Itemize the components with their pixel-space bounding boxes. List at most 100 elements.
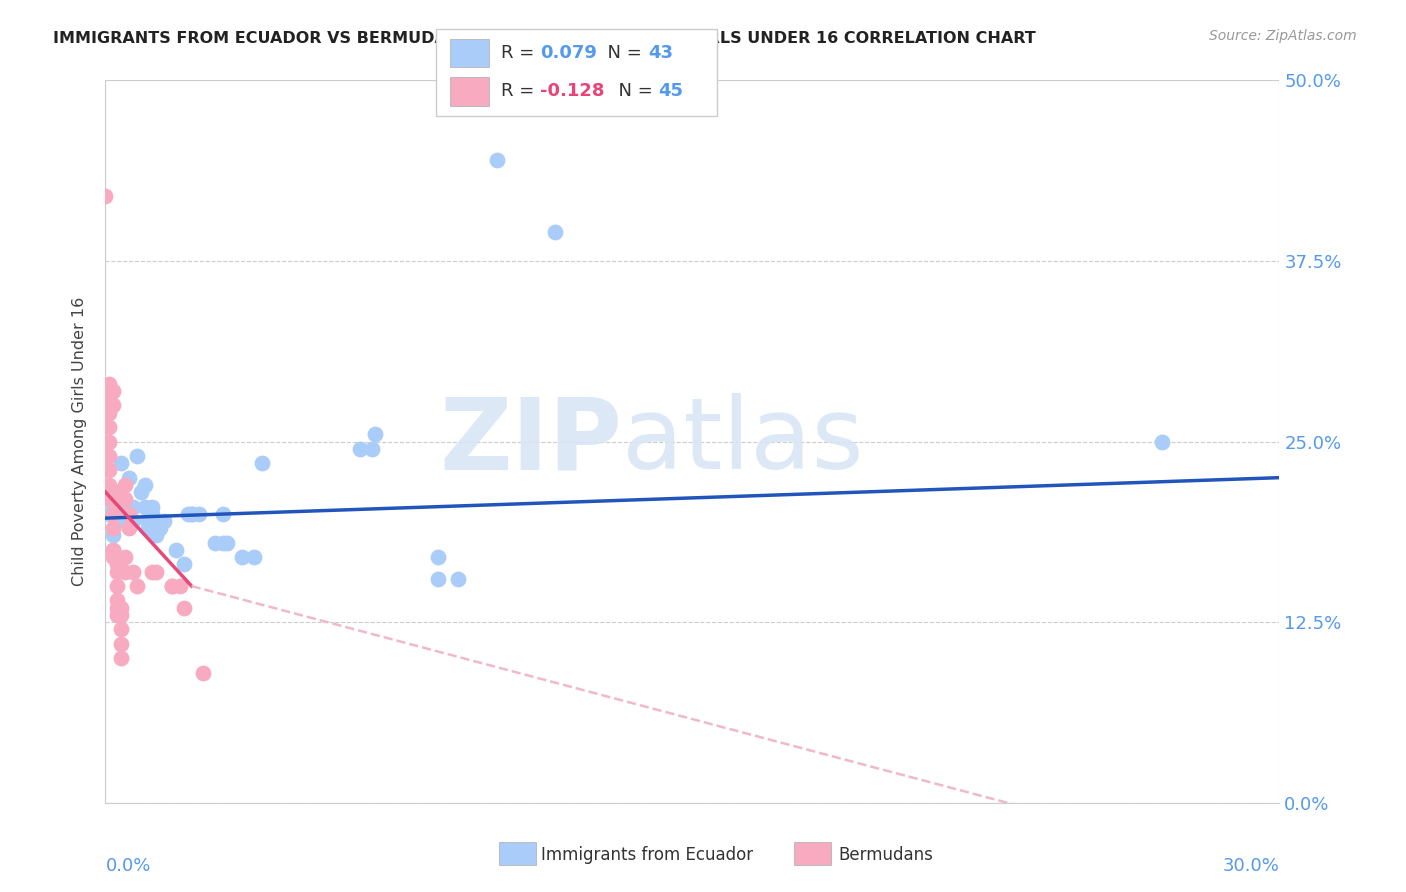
Point: [149, 521, 172, 535]
Text: IMMIGRANTS FROM ECUADOR VS BERMUDAN CHILD POVERTY AMONG GIRLS UNDER 16 CORRELATI: IMMIGRANTS FROM ECUADOR VS BERMUDAN CHIL…: [53, 31, 1036, 46]
Point: [160, 579, 183, 593]
Point: [188, 507, 211, 521]
Point: [103, 398, 125, 412]
Point: [98, 463, 121, 477]
Point: [105, 579, 128, 593]
Point: [349, 442, 371, 456]
Point: [114, 478, 136, 492]
Point: [138, 514, 160, 528]
Text: 43: 43: [648, 44, 673, 62]
Point: [118, 507, 141, 521]
Text: 30.0%: 30.0%: [1223, 857, 1279, 875]
Point: [98, 420, 121, 434]
Point: [110, 637, 132, 651]
Point: [1152, 434, 1174, 449]
Text: R =: R =: [501, 44, 540, 62]
Point: [105, 593, 128, 607]
Point: [145, 528, 167, 542]
Text: N =: N =: [607, 82, 659, 101]
Text: 45: 45: [658, 82, 683, 101]
Point: [114, 550, 136, 565]
Text: ZIP: ZIP: [439, 393, 621, 490]
Text: atlas: atlas: [621, 393, 863, 490]
Point: [110, 623, 132, 637]
Point: [103, 542, 125, 557]
Text: R =: R =: [501, 82, 540, 101]
Point: [204, 535, 226, 549]
Point: [141, 565, 163, 579]
Point: [103, 485, 125, 500]
Point: [98, 391, 121, 405]
Point: [121, 514, 143, 528]
Point: [215, 535, 238, 549]
Point: [103, 550, 125, 565]
Point: [160, 579, 183, 593]
Point: [98, 492, 121, 507]
Point: [114, 492, 136, 507]
Point: [125, 449, 148, 463]
Point: [153, 514, 176, 528]
Point: [180, 507, 202, 521]
Point: [145, 565, 167, 579]
Text: -0.128: -0.128: [540, 82, 605, 101]
Point: [129, 485, 152, 500]
Point: [118, 521, 141, 535]
Point: [103, 528, 125, 542]
Point: [121, 500, 143, 514]
Point: [98, 449, 121, 463]
Point: [105, 550, 128, 565]
Point: [110, 607, 132, 622]
Point: [173, 600, 195, 615]
Point: [141, 507, 163, 521]
Point: [103, 384, 125, 398]
Point: [173, 558, 195, 572]
Point: [243, 550, 266, 565]
Point: [98, 406, 121, 420]
Point: [121, 565, 143, 579]
Text: Immigrants from Ecuador: Immigrants from Ecuador: [541, 846, 754, 863]
Text: Bermudans: Bermudans: [838, 846, 932, 863]
Point: [94, 189, 117, 203]
Point: [360, 442, 382, 456]
Point: [211, 507, 233, 521]
Point: [125, 579, 148, 593]
Point: [98, 507, 121, 521]
Point: [231, 550, 253, 565]
Point: [118, 470, 141, 484]
Point: [134, 478, 156, 492]
Text: 0.079: 0.079: [540, 44, 596, 62]
Point: [447, 572, 470, 586]
Point: [103, 521, 125, 535]
Point: [103, 542, 125, 557]
Point: [110, 456, 132, 470]
Point: [98, 376, 121, 391]
Point: [141, 500, 163, 514]
Point: [427, 550, 450, 565]
Point: [134, 500, 156, 514]
Text: Source: ZipAtlas.com: Source: ZipAtlas.com: [1209, 29, 1357, 43]
Point: [105, 565, 128, 579]
Point: [138, 521, 160, 535]
Point: [110, 600, 132, 615]
Y-axis label: Child Poverty Among Girls Under 16: Child Poverty Among Girls Under 16: [72, 297, 87, 586]
Point: [105, 607, 128, 622]
Text: 0.0%: 0.0%: [105, 857, 150, 875]
Point: [114, 514, 136, 528]
Point: [427, 572, 450, 586]
Point: [103, 492, 125, 507]
Point: [98, 434, 121, 449]
Point: [544, 225, 567, 239]
Point: [114, 500, 136, 514]
Point: [98, 478, 121, 492]
Point: [193, 665, 215, 680]
Point: [211, 535, 233, 549]
Text: N =: N =: [596, 44, 648, 62]
Point: [169, 579, 191, 593]
Point: [105, 485, 128, 500]
Point: [250, 456, 273, 470]
Point: [105, 558, 128, 572]
Point: [364, 427, 387, 442]
Point: [114, 565, 136, 579]
Point: [176, 507, 198, 521]
Point: [105, 600, 128, 615]
